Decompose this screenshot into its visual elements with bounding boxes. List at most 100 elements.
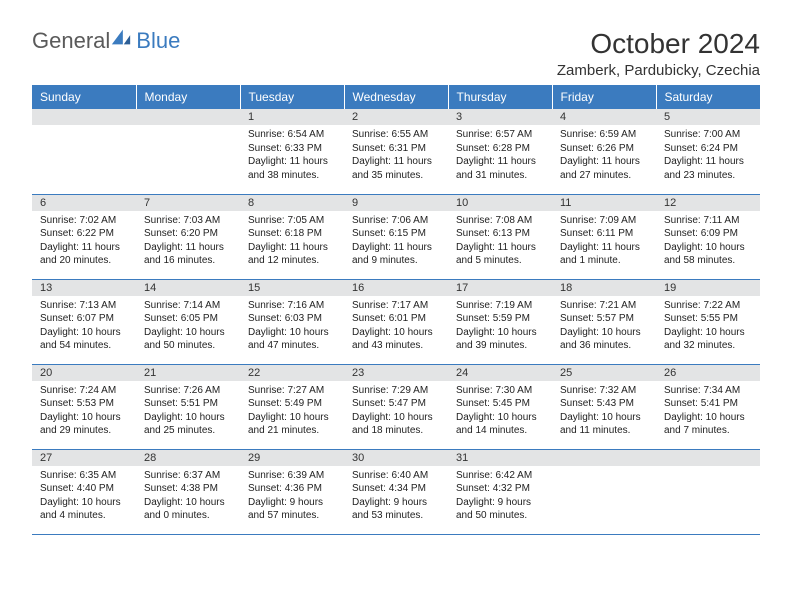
day-number: 9 [344,195,448,211]
day-content: Sunrise: 7:00 AMSunset: 6:24 PMDaylight:… [656,125,760,185]
daylight-text: Daylight: 10 hours and 18 minutes. [352,411,444,438]
sunset-text: Sunset: 6:26 PM [560,142,652,156]
header: General Blue October 2024 Zamberk, Pardu… [32,28,760,79]
day-number: . [656,450,760,466]
sunset-text: Sunset: 6:13 PM [456,227,548,241]
sunrise-text: Sunrise: 7:13 AM [40,299,132,313]
calendar-day-cell: 2Sunrise: 6:55 AMSunset: 6:31 PMDaylight… [344,109,448,194]
day-content: Sunrise: 7:09 AMSunset: 6:11 PMDaylight:… [552,211,656,271]
sunset-text: Sunset: 6:03 PM [248,312,340,326]
calendar-day-cell: 13Sunrise: 7:13 AMSunset: 6:07 PMDayligh… [32,279,136,364]
calendar-day-cell: 10Sunrise: 7:08 AMSunset: 6:13 PMDayligh… [448,194,552,279]
weekday-header: Friday [552,85,656,109]
logo-general: General [32,28,110,54]
day-content: Sunrise: 7:30 AMSunset: 5:45 PMDaylight:… [448,381,552,441]
page-title: October 2024 [557,28,760,60]
daylight-text: Daylight: 10 hours and 58 minutes. [664,241,756,268]
logo-sail-icon [110,26,132,48]
weekday-header: Monday [136,85,240,109]
day-number: . [32,109,136,125]
daylight-text: Daylight: 10 hours and 7 minutes. [664,411,756,438]
sunset-text: Sunset: 6:31 PM [352,142,444,156]
daylight-text: Daylight: 10 hours and 36 minutes. [560,326,652,353]
day-content: Sunrise: 7:13 AMSunset: 6:07 PMDaylight:… [32,296,136,356]
day-number: 14 [136,280,240,296]
sunset-text: Sunset: 4:38 PM [144,482,236,496]
day-content: Sunrise: 7:11 AMSunset: 6:09 PMDaylight:… [656,211,760,271]
sunset-text: Sunset: 5:53 PM [40,397,132,411]
calendar-day-cell: 16Sunrise: 7:17 AMSunset: 6:01 PMDayligh… [344,279,448,364]
sunrise-text: Sunrise: 6:40 AM [352,469,444,483]
sunrise-text: Sunrise: 7:05 AM [248,214,340,228]
day-content: Sunrise: 6:59 AMSunset: 6:26 PMDaylight:… [552,125,656,185]
calendar-week-row: 13Sunrise: 7:13 AMSunset: 6:07 PMDayligh… [32,279,760,364]
calendar-empty-cell: . [136,109,240,194]
sunrise-text: Sunrise: 7:19 AM [456,299,548,313]
sunrise-text: Sunrise: 7:17 AM [352,299,444,313]
day-number: 4 [552,109,656,125]
sunrise-text: Sunrise: 7:03 AM [144,214,236,228]
day-number: 26 [656,365,760,381]
sunrise-text: Sunrise: 7:06 AM [352,214,444,228]
sunset-text: Sunset: 4:34 PM [352,482,444,496]
sunrise-text: Sunrise: 7:11 AM [664,214,756,228]
weekday-header: Thursday [448,85,552,109]
logo: General Blue [32,28,180,54]
sunset-text: Sunset: 6:24 PM [664,142,756,156]
day-number: 22 [240,365,344,381]
sunrise-text: Sunrise: 7:27 AM [248,384,340,398]
day-number: 27 [32,450,136,466]
sunrise-text: Sunrise: 7:09 AM [560,214,652,228]
sunrise-text: Sunrise: 6:39 AM [248,469,340,483]
day-content: Sunrise: 6:40 AMSunset: 4:34 PMDaylight:… [344,466,448,526]
day-number: 15 [240,280,344,296]
sunset-text: Sunset: 6:01 PM [352,312,444,326]
daylight-text: Daylight: 10 hours and 25 minutes. [144,411,236,438]
calendar-day-cell: 31Sunrise: 6:42 AMSunset: 4:32 PMDayligh… [448,449,552,534]
sunset-text: Sunset: 4:36 PM [248,482,340,496]
calendar-day-cell: 29Sunrise: 6:39 AMSunset: 4:36 PMDayligh… [240,449,344,534]
sunset-text: Sunset: 5:45 PM [456,397,548,411]
weekday-header: Saturday [656,85,760,109]
daylight-text: Daylight: 11 hours and 38 minutes. [248,155,340,182]
daylight-text: Daylight: 11 hours and 1 minute. [560,241,652,268]
daylight-text: Daylight: 9 hours and 57 minutes. [248,496,340,523]
sunset-text: Sunset: 6:22 PM [40,227,132,241]
day-content: Sunrise: 7:14 AMSunset: 6:05 PMDaylight:… [136,296,240,356]
sunrise-text: Sunrise: 7:29 AM [352,384,444,398]
daylight-text: Daylight: 10 hours and 14 minutes. [456,411,548,438]
day-content: Sunrise: 7:22 AMSunset: 5:55 PMDaylight:… [656,296,760,356]
calendar-day-cell: 3Sunrise: 6:57 AMSunset: 6:28 PMDaylight… [448,109,552,194]
day-number: 23 [344,365,448,381]
daylight-text: Daylight: 9 hours and 53 minutes. [352,496,444,523]
day-number: 25 [552,365,656,381]
day-number: 30 [344,450,448,466]
day-content: Sunrise: 6:54 AMSunset: 6:33 PMDaylight:… [240,125,344,185]
sunrise-text: Sunrise: 7:24 AM [40,384,132,398]
calendar-day-cell: 21Sunrise: 7:26 AMSunset: 5:51 PMDayligh… [136,364,240,449]
calendar-table: Sunday Monday Tuesday Wednesday Thursday… [32,85,760,535]
sunset-text: Sunset: 6:09 PM [664,227,756,241]
sunrise-text: Sunrise: 7:21 AM [560,299,652,313]
daylight-text: Daylight: 10 hours and 0 minutes. [144,496,236,523]
day-number: 6 [32,195,136,211]
day-number: 17 [448,280,552,296]
sunset-text: Sunset: 5:51 PM [144,397,236,411]
day-number: 31 [448,450,552,466]
day-content: Sunrise: 7:03 AMSunset: 6:20 PMDaylight:… [136,211,240,271]
calendar-week-row: 20Sunrise: 7:24 AMSunset: 5:53 PMDayligh… [32,364,760,449]
day-content: Sunrise: 7:17 AMSunset: 6:01 PMDaylight:… [344,296,448,356]
day-content: Sunrise: 7:32 AMSunset: 5:43 PMDaylight:… [552,381,656,441]
calendar-week-row: ..1Sunrise: 6:54 AMSunset: 6:33 PMDaylig… [32,109,760,194]
calendar-empty-cell: . [552,449,656,534]
calendar-body: ..1Sunrise: 6:54 AMSunset: 6:33 PMDaylig… [32,109,760,534]
calendar-day-cell: 7Sunrise: 7:03 AMSunset: 6:20 PMDaylight… [136,194,240,279]
sunrise-text: Sunrise: 6:42 AM [456,469,548,483]
calendar-day-cell: 17Sunrise: 7:19 AMSunset: 5:59 PMDayligh… [448,279,552,364]
day-number: 8 [240,195,344,211]
day-number: 1 [240,109,344,125]
daylight-text: Daylight: 11 hours and 16 minutes. [144,241,236,268]
day-content: Sunrise: 7:16 AMSunset: 6:03 PMDaylight:… [240,296,344,356]
daylight-text: Daylight: 11 hours and 20 minutes. [40,241,132,268]
sunrise-text: Sunrise: 6:37 AM [144,469,236,483]
